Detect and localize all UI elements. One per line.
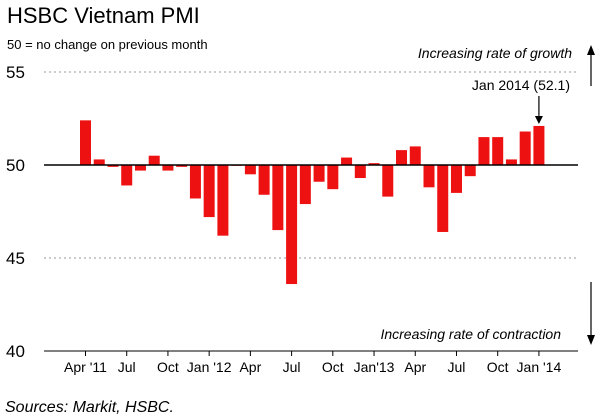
y-tick-label: 50 xyxy=(6,156,25,175)
axes xyxy=(44,164,578,352)
contraction-annotation: Increasing rate of contraction xyxy=(380,326,561,342)
bar xyxy=(93,159,105,165)
bar xyxy=(327,165,339,190)
bar xyxy=(244,165,256,175)
bar xyxy=(148,155,160,165)
bar xyxy=(478,137,490,165)
x-tick-label: Jan '12 xyxy=(187,359,232,375)
bar xyxy=(492,137,504,165)
bar xyxy=(409,146,421,165)
growth-arrow-icon xyxy=(587,45,595,86)
x-tick-label: Jul xyxy=(283,359,301,375)
x-tick-label: Oct xyxy=(157,359,179,375)
bar xyxy=(162,165,174,171)
y-tick-label: 45 xyxy=(6,249,25,268)
x-tick-label: Oct xyxy=(322,359,344,375)
jan-2014-callout: Jan 2014 (52.1) xyxy=(472,77,570,93)
x-tick-label: Jan'13 xyxy=(354,359,395,375)
bar xyxy=(423,165,435,188)
bar xyxy=(464,165,476,177)
x-tick-label: Apr '11 xyxy=(64,359,107,375)
bar xyxy=(107,165,119,167)
x-tick-label: Jan '14 xyxy=(517,359,562,375)
contraction-arrow-icon xyxy=(587,282,595,345)
bar xyxy=(134,165,146,171)
bar xyxy=(313,165,325,182)
bar xyxy=(533,125,545,165)
bar xyxy=(272,165,284,231)
gridlines xyxy=(44,71,578,259)
bar xyxy=(299,165,311,205)
bar xyxy=(505,159,517,165)
bar xyxy=(80,120,91,165)
x-tick-label: Oct xyxy=(487,359,509,375)
bar xyxy=(203,165,215,218)
bar xyxy=(341,157,353,165)
chart-subtitle: 50 = no change on previous month xyxy=(7,37,208,52)
x-tick-label: Jul xyxy=(118,359,136,375)
callout-arrow-icon xyxy=(534,96,543,124)
bar xyxy=(437,165,449,232)
source-note: Sources: Markit, HSBC. xyxy=(5,399,174,416)
y-tick-label: 40 xyxy=(6,342,25,361)
bar xyxy=(396,150,408,165)
bar xyxy=(217,165,229,236)
growth-annotation: Increasing rate of growth xyxy=(418,45,572,61)
bar xyxy=(450,165,462,193)
x-tick-label: Jul xyxy=(448,359,466,375)
y-axis-tick-labels: 40 45 50 55 xyxy=(6,63,25,361)
bar xyxy=(368,163,380,165)
bar xyxy=(354,165,366,179)
bar xyxy=(258,165,270,195)
bar xyxy=(382,165,394,197)
x-tick-label: Apr xyxy=(404,359,426,375)
x-axis-tick-labels: Apr '11 Jul Oct Jan '12 Apr Jul Oct Jan'13 Apr Ju… xyxy=(64,351,561,375)
bar xyxy=(121,165,133,186)
chart-title: HSBC Vietnam PMI xyxy=(7,3,200,28)
y-tick-label: 55 xyxy=(6,63,25,82)
bars xyxy=(80,120,545,285)
bar xyxy=(176,165,188,167)
bar xyxy=(519,131,531,165)
x-tick-label: Apr xyxy=(239,359,261,375)
bar xyxy=(286,165,298,285)
bar xyxy=(189,165,201,199)
